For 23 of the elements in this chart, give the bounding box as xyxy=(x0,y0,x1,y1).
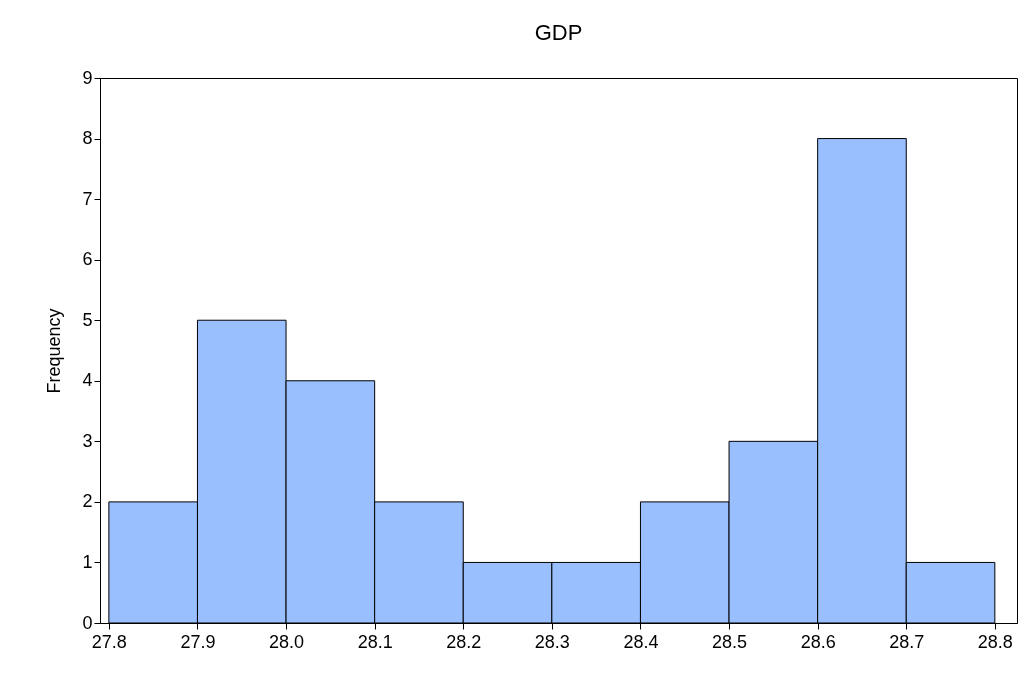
y-tick-label: 3 xyxy=(82,430,93,451)
y-tick-label: 2 xyxy=(82,491,93,512)
x-tick-label: 28.3 xyxy=(534,631,570,652)
y-tick-label: 6 xyxy=(82,249,93,270)
x-tick-label: 28.6 xyxy=(800,631,836,652)
y-tick-label: 7 xyxy=(82,188,93,209)
x-tick-label: 28.0 xyxy=(269,631,305,652)
x-tick-label: 28.7 xyxy=(889,631,925,652)
x-tick-label: 27.8 xyxy=(91,631,127,652)
y-tick-label: 5 xyxy=(82,309,93,330)
x-tick-label: 28.8 xyxy=(977,631,1013,652)
y-tick-label: 9 xyxy=(82,67,93,88)
y-tick-label: 4 xyxy=(82,370,93,391)
y-tick-label: 8 xyxy=(82,128,93,149)
x-tick-label: 28.4 xyxy=(623,631,659,652)
x-tick-label: 28.2 xyxy=(446,631,482,652)
x-tick-label: 28.1 xyxy=(357,631,393,652)
x-tick-label: 28.5 xyxy=(712,631,748,652)
y-tick-label: 1 xyxy=(82,551,93,572)
x-tick-label: 27.9 xyxy=(180,631,216,652)
y-tick-label: 0 xyxy=(82,612,93,633)
chart-title: GDP xyxy=(534,20,583,45)
y-axis-title: Frequency xyxy=(44,308,65,394)
